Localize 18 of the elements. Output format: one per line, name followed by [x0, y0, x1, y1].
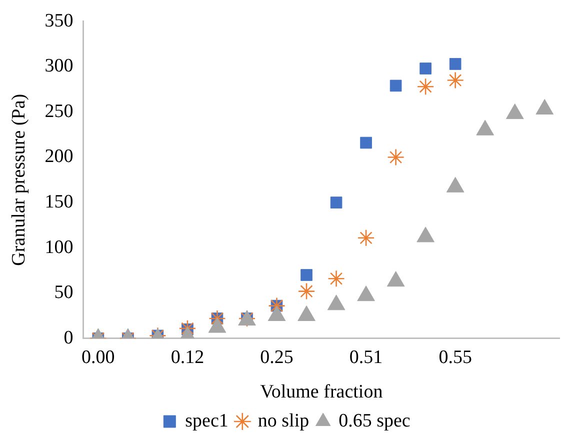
y-tick-label: 300: [44, 56, 74, 77]
x-tick-label: 0.55: [438, 346, 472, 368]
legend-label: 0.65 spec: [338, 410, 410, 432]
y-tick-label: 200: [44, 146, 74, 168]
y-tick-label: 350: [44, 10, 74, 32]
y-tick-label: 0: [64, 327, 74, 348]
y-tick-label: 250: [44, 100, 74, 122]
y-tick-label: 150: [44, 192, 74, 213]
legend-label: no slip: [258, 410, 310, 432]
y-axis-title: Granular pressure (Pa): [8, 94, 30, 266]
x-tick-label: 0.12: [170, 346, 204, 368]
x-axis-title: Volume fraction: [260, 382, 384, 403]
y-tick-label: 100: [44, 236, 74, 258]
y-tick-label: 50: [54, 282, 74, 304]
x-tick-label: 0.51: [349, 346, 383, 368]
x-tick-label: 0.25: [260, 346, 294, 368]
legend-label: spec1: [185, 410, 228, 432]
x-tick-label: 0.00: [82, 346, 115, 368]
